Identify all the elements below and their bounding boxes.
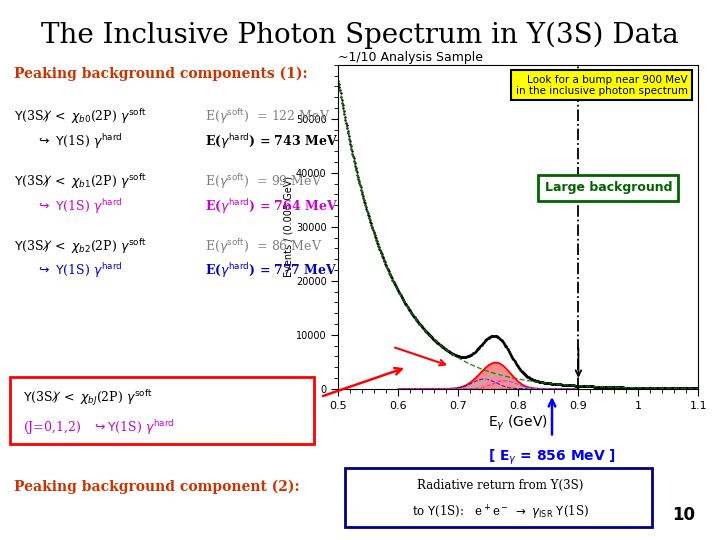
Text: Radiative return from Υ(3S): Radiative return from Υ(3S)	[417, 480, 584, 492]
Text: $\Upsilon$(3S) $\not<$ $\chi_{b1}$(2P) $\gamma^{\rm soft}$: $\Upsilon$(3S) $\not<$ $\chi_{b1}$(2P) $…	[14, 172, 147, 191]
Text: Peaking background component (2):: Peaking background component (2):	[14, 480, 300, 495]
Text: 10: 10	[672, 506, 695, 524]
Text: (J=0,1,2)   $\hookrightarrow\Upsilon$(1S) $\gamma^{\rm hard}$: (J=0,1,2) $\hookrightarrow\Upsilon$(1S) …	[23, 418, 174, 437]
Text: The Inclusive Photon Spectrum in Y(3S) Data: The Inclusive Photon Spectrum in Y(3S) D…	[41, 22, 679, 49]
Text: to $\Upsilon$(1S):   e$^+$e$^-$ $\rightarrow$ $\gamma_{\rm ISR}$ $\Upsilon$(1S): to $\Upsilon$(1S): e$^+$e$^-$ $\rightarr…	[412, 503, 589, 522]
X-axis label: E$_\gamma$ (GeV): E$_\gamma$ (GeV)	[488, 414, 549, 433]
Text: $\hookrightarrow$ $\Upsilon$(1S) $\gamma^{\rm hard}$: $\hookrightarrow$ $\Upsilon$(1S) $\gamma…	[36, 261, 122, 280]
Text: Large background: Large background	[544, 181, 672, 194]
Text: E($\gamma^{\rm hard}$) = 777 MeV: E($\gamma^{\rm hard}$) = 777 MeV	[205, 261, 337, 280]
FancyBboxPatch shape	[10, 377, 314, 444]
Text: ~1/10 Analysis Sample: ~1/10 Analysis Sample	[338, 51, 483, 64]
Text: [ E$_\gamma$ = 856 MeV ]: [ E$_\gamma$ = 856 MeV ]	[488, 448, 616, 468]
Text: Peaking background components (1):: Peaking background components (1):	[14, 67, 308, 82]
Text: E($\gamma^{\rm soft}$)  = 122 MeV: E($\gamma^{\rm soft}$) = 122 MeV	[205, 107, 330, 126]
Text: Look for a bump near 900 MeV
in the inclusive photon spectrum: Look for a bump near 900 MeV in the incl…	[516, 75, 688, 96]
Text: E($\gamma^{\rm soft}$)  = 86 MeV: E($\gamma^{\rm soft}$) = 86 MeV	[205, 237, 323, 256]
FancyBboxPatch shape	[345, 468, 652, 527]
Text: $\Upsilon$(3S) $\not<$ $\chi_{b2}$(2P) $\gamma^{\rm soft}$: $\Upsilon$(3S) $\not<$ $\chi_{b2}$(2P) $…	[14, 237, 147, 256]
Text: E($\gamma^{\rm hard}$) = 764 MeV: E($\gamma^{\rm hard}$) = 764 MeV	[205, 197, 338, 215]
Text: E($\gamma^{\rm soft}$)  = 99 MeV: E($\gamma^{\rm soft}$) = 99 MeV	[205, 172, 323, 191]
Text: $\Upsilon$(3S) $\not<$ $\chi_{b0}$(2P) $\gamma^{\rm soft}$: $\Upsilon$(3S) $\not<$ $\chi_{b0}$(2P) $…	[14, 107, 147, 126]
Text: $\hookrightarrow$ $\Upsilon$(1S) $\gamma^{\rm hard}$: $\hookrightarrow$ $\Upsilon$(1S) $\gamma…	[36, 132, 122, 151]
Text: $\Upsilon$(3S) $\not<$ $\chi_{bJ}$(2P) $\gamma^{\rm soft}$: $\Upsilon$(3S) $\not<$ $\chi_{bJ}$(2P) $…	[23, 388, 152, 408]
Text: E($\gamma^{\rm hard}$) = 743 MeV: E($\gamma^{\rm hard}$) = 743 MeV	[205, 132, 338, 151]
Y-axis label: Events / (0.005 GeV): Events / (0.005 GeV)	[283, 176, 293, 278]
Text: $\hookrightarrow$ $\Upsilon$(1S) $\gamma^{\rm hard}$: $\hookrightarrow$ $\Upsilon$(1S) $\gamma…	[36, 197, 122, 215]
